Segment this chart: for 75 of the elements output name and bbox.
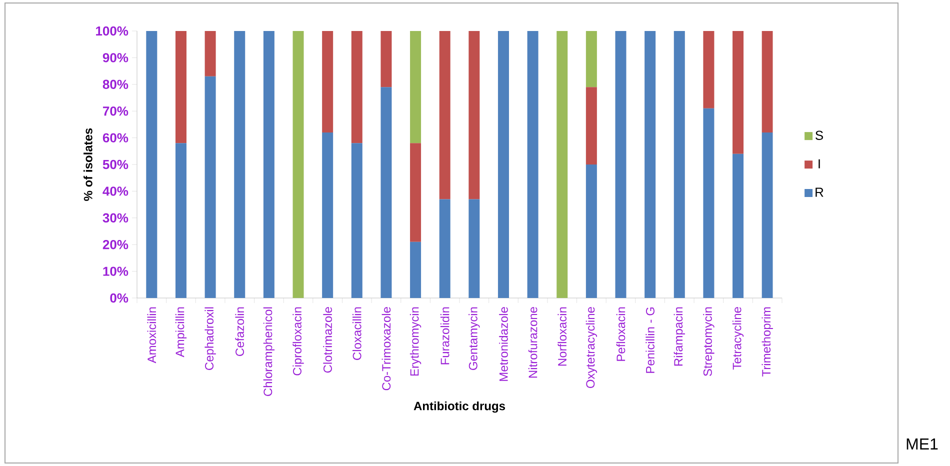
y-tick-label: 30% bbox=[102, 213, 128, 223]
y-tick-label: 80% bbox=[102, 80, 128, 89]
x-tick-label: Ciprofloxacin bbox=[292, 307, 304, 376]
y-tick-label: 10% bbox=[103, 266, 128, 276]
x-tick-label: Amoxicillin bbox=[147, 307, 156, 364]
bar bbox=[410, 242, 422, 298]
bar bbox=[204, 31, 216, 76]
x-tick-label: Metronidazole bbox=[499, 307, 508, 381]
x-tick-label: Co-Trimoxazole bbox=[382, 307, 391, 390]
x-tick-label: Streptomycin bbox=[703, 307, 714, 376]
bar bbox=[292, 31, 304, 298]
x-tick-label: Norfloxacin bbox=[558, 307, 567, 366]
x-tick-label: Oxytetracycline bbox=[586, 307, 598, 388]
y-tick-label: 50% bbox=[102, 160, 128, 170]
bar bbox=[439, 31, 450, 200]
legend-label: S bbox=[816, 130, 823, 140]
y-tick-label: 20% bbox=[102, 240, 128, 250]
bar bbox=[586, 87, 597, 164]
bar bbox=[146, 31, 158, 298]
bar bbox=[762, 132, 773, 298]
bar bbox=[380, 31, 392, 88]
bar bbox=[586, 164, 597, 298]
bar bbox=[439, 199, 450, 298]
bar bbox=[175, 143, 186, 298]
bar bbox=[234, 31, 246, 298]
bar bbox=[351, 143, 362, 298]
x-tick-label: Rifampacin bbox=[674, 307, 685, 366]
y-tick-label: 60% bbox=[102, 133, 128, 142]
bar bbox=[674, 31, 685, 298]
x-tick-label: Clotrimazole bbox=[323, 307, 332, 373]
bar bbox=[703, 108, 714, 298]
bar bbox=[586, 31, 597, 88]
y-tick-label: 0% bbox=[110, 293, 128, 303]
text: ME1 bbox=[906, 438, 938, 450]
x-tick-label: Penicillin - G bbox=[646, 307, 654, 373]
bar bbox=[468, 31, 480, 200]
legend-label: I bbox=[818, 159, 820, 168]
x-tick-label: Cefazolin bbox=[235, 307, 244, 356]
bar bbox=[380, 87, 392, 298]
bar bbox=[527, 31, 538, 298]
bar bbox=[410, 143, 422, 242]
bar bbox=[204, 76, 216, 298]
bar bbox=[615, 31, 626, 298]
bar bbox=[351, 31, 362, 144]
x-tick-label: Nitrofurazone bbox=[528, 307, 538, 378]
x-tick-label: Ampicillin bbox=[175, 307, 187, 358]
x-tick-label: Furazolidin bbox=[440, 307, 450, 364]
bar bbox=[762, 31, 773, 132]
bar bbox=[175, 31, 186, 144]
bar bbox=[732, 31, 744, 154]
x-tick-label: Tetracycline bbox=[732, 307, 744, 370]
bar bbox=[322, 31, 334, 132]
bar bbox=[410, 31, 422, 144]
bar bbox=[703, 31, 714, 108]
x-tick-label: Trimethoprim bbox=[762, 307, 773, 376]
x-tick-label: Pefloxacin bbox=[616, 307, 626, 361]
bar bbox=[498, 31, 509, 298]
y-tick-label: 100% bbox=[96, 26, 128, 36]
x-tick-label: Gentamycin bbox=[468, 307, 480, 370]
x-axis-title: Antibiotic drugs bbox=[414, 401, 506, 413]
bar bbox=[556, 31, 568, 298]
bar bbox=[732, 154, 744, 298]
bar bbox=[644, 31, 656, 298]
x-tick-label: Erythromycin bbox=[410, 307, 422, 376]
x-tick-label: Cloxacillin bbox=[352, 307, 362, 360]
y-tick-label: 40% bbox=[102, 186, 128, 196]
bar bbox=[322, 132, 334, 298]
legend-label: R bbox=[816, 188, 824, 197]
bar bbox=[263, 31, 274, 298]
y-tick-label: 90% bbox=[102, 53, 128, 62]
x-tick-label: Cephadroxil bbox=[204, 307, 216, 370]
x-tick-label: Chloramphenicol bbox=[263, 307, 275, 396]
bar bbox=[468, 199, 480, 298]
y-tick-label: 70% bbox=[103, 106, 128, 116]
y-axis-title: % of isolates bbox=[84, 128, 92, 201]
